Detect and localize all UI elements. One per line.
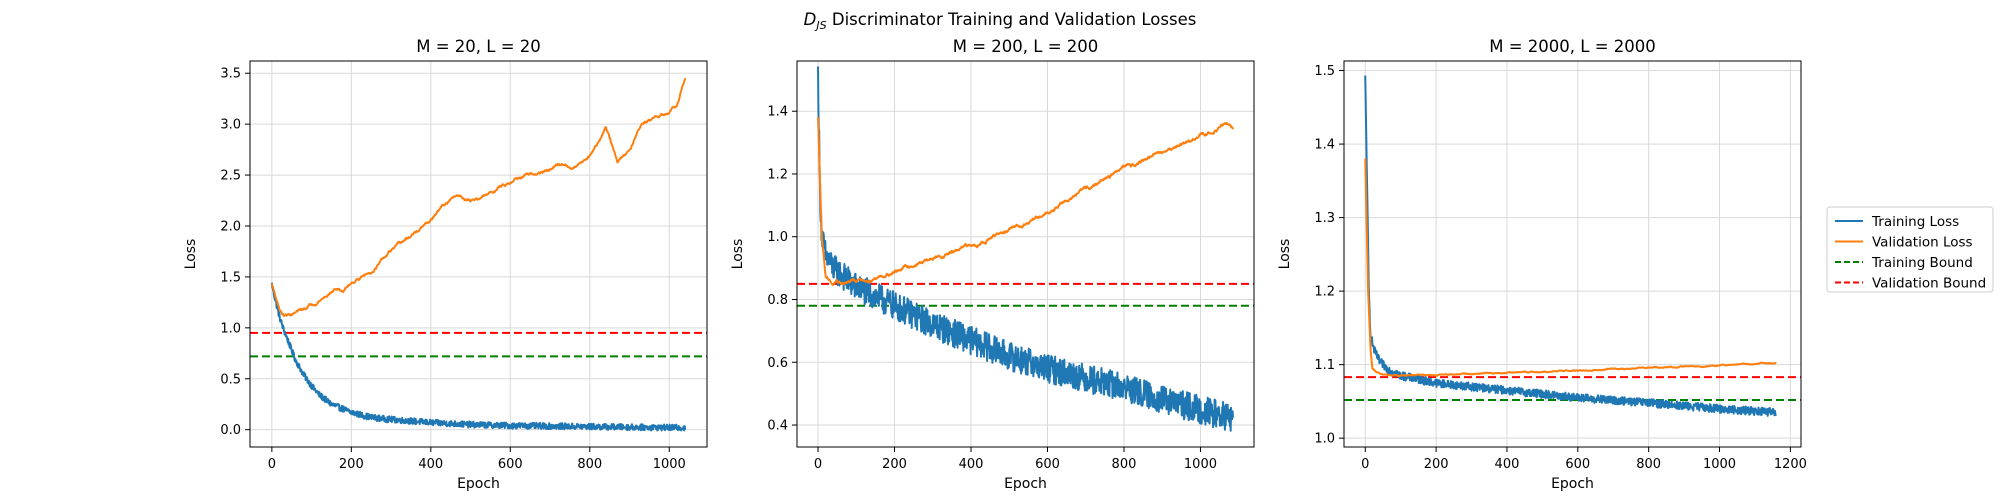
y-tick-label: 1.2 bbox=[1314, 285, 1335, 300]
x-tick-label: 600 bbox=[498, 457, 523, 472]
y-tick-label: 1.0 bbox=[220, 321, 241, 336]
legend: Training Loss Validation Loss Training Bou… bbox=[1826, 206, 1994, 293]
validation-loss-line bbox=[270, 77, 687, 318]
x-tick-label: 800 bbox=[1636, 457, 1661, 472]
y-tick-label: 1.4 bbox=[1314, 138, 1335, 153]
x-tick-label: 400 bbox=[1495, 457, 1520, 472]
training-loss-line bbox=[817, 66, 1234, 432]
x-tick-label: 1200 bbox=[1774, 457, 1807, 472]
panel-title: M = 200, L = 200 bbox=[953, 37, 1099, 56]
validation-loss-line bbox=[1364, 158, 1777, 377]
x-tick-label: 0 bbox=[814, 457, 822, 472]
y-tick-label: 2.5 bbox=[220, 169, 241, 184]
y-tick-label: 0.8 bbox=[767, 293, 788, 308]
panel-title: M = 20, L = 20 bbox=[416, 37, 541, 56]
y-tick-label: 1.0 bbox=[1314, 432, 1335, 447]
x-tick-label: 400 bbox=[418, 457, 443, 472]
y-axis-label: Loss bbox=[730, 239, 746, 270]
axes-frame bbox=[1343, 60, 1802, 448]
x-tick-label: 1000 bbox=[1184, 457, 1217, 472]
training-loss-line bbox=[1364, 75, 1778, 417]
x-tick-label: 0 bbox=[1361, 457, 1369, 472]
x-tick-label: 200 bbox=[339, 457, 364, 472]
y-tick-label: 1.0 bbox=[767, 230, 788, 245]
x-tick-label: 0 bbox=[268, 457, 276, 472]
y-tick-label: 2.0 bbox=[220, 219, 241, 234]
x-tick-label: 400 bbox=[959, 457, 984, 472]
x-tick-label: 800 bbox=[1112, 457, 1137, 472]
x-tick-label: 1000 bbox=[653, 457, 686, 472]
y-tick-label: 1.2 bbox=[767, 167, 788, 182]
chart-panel-3: 0 200 400 600 800 1000 1200 1.0 1.1 1.2 1.3 1.4 1.5 M… bbox=[1277, 37, 1807, 492]
training-loss-line bbox=[270, 282, 687, 432]
y-tick-label: 3.0 bbox=[220, 118, 241, 133]
x-axis-label: Epoch bbox=[457, 476, 500, 492]
y-tick-label: 1.5 bbox=[220, 270, 241, 285]
axes-frame bbox=[249, 60, 708, 448]
x-axis-label: Epoch bbox=[1004, 476, 1047, 492]
legend-box bbox=[1826, 206, 1994, 293]
y-tick-label: 0.6 bbox=[767, 356, 788, 371]
y-tick-label: 1.4 bbox=[767, 105, 788, 120]
x-axis-label: Epoch bbox=[1551, 476, 1594, 492]
y-tick-label: 1.3 bbox=[1314, 211, 1335, 226]
y-tick-label: 1.1 bbox=[1314, 358, 1335, 373]
x-tick-label: 200 bbox=[1424, 457, 1449, 472]
y-axis-label: Loss bbox=[1277, 239, 1293, 270]
x-tick-label: 600 bbox=[1565, 457, 1590, 472]
axes-frame bbox=[796, 60, 1255, 448]
figure-title: DJS Discriminator Training and Validatio… bbox=[804, 10, 1197, 32]
chart-panel-1: 0 200 400 600 800 1000 0.0 0.5 1.0 1.5 2.0 2.5 3.0 3.… bbox=[183, 37, 708, 492]
y-tick-label: 1.5 bbox=[1314, 64, 1335, 79]
y-axis-label: Loss bbox=[183, 239, 199, 270]
y-tick-label: 0.4 bbox=[767, 419, 788, 434]
y-tick-label: 0.5 bbox=[220, 372, 241, 387]
x-tick-label: 200 bbox=[882, 457, 907, 472]
legend-label: Validation Loss bbox=[1872, 235, 1973, 251]
legend-label: Training Loss bbox=[1871, 214, 1959, 230]
x-tick-label: 800 bbox=[577, 457, 602, 472]
chart-panel-2: 0 200 400 600 800 1000 0.4 0.6 0.8 1.0 1.2 1.4 M = 2… bbox=[730, 37, 1255, 492]
y-tick-label: 3.5 bbox=[220, 67, 241, 82]
y-tick-label: 0.0 bbox=[220, 423, 241, 438]
x-tick-label: 1000 bbox=[1703, 457, 1736, 472]
legend-label: Validation Bound bbox=[1872, 276, 1986, 292]
legend-label: Training Bound bbox=[1871, 255, 1973, 271]
panel-title: M = 2000, L = 2000 bbox=[1489, 37, 1656, 56]
x-tick-label: 600 bbox=[1035, 457, 1060, 472]
validation-loss-line bbox=[817, 116, 1234, 287]
